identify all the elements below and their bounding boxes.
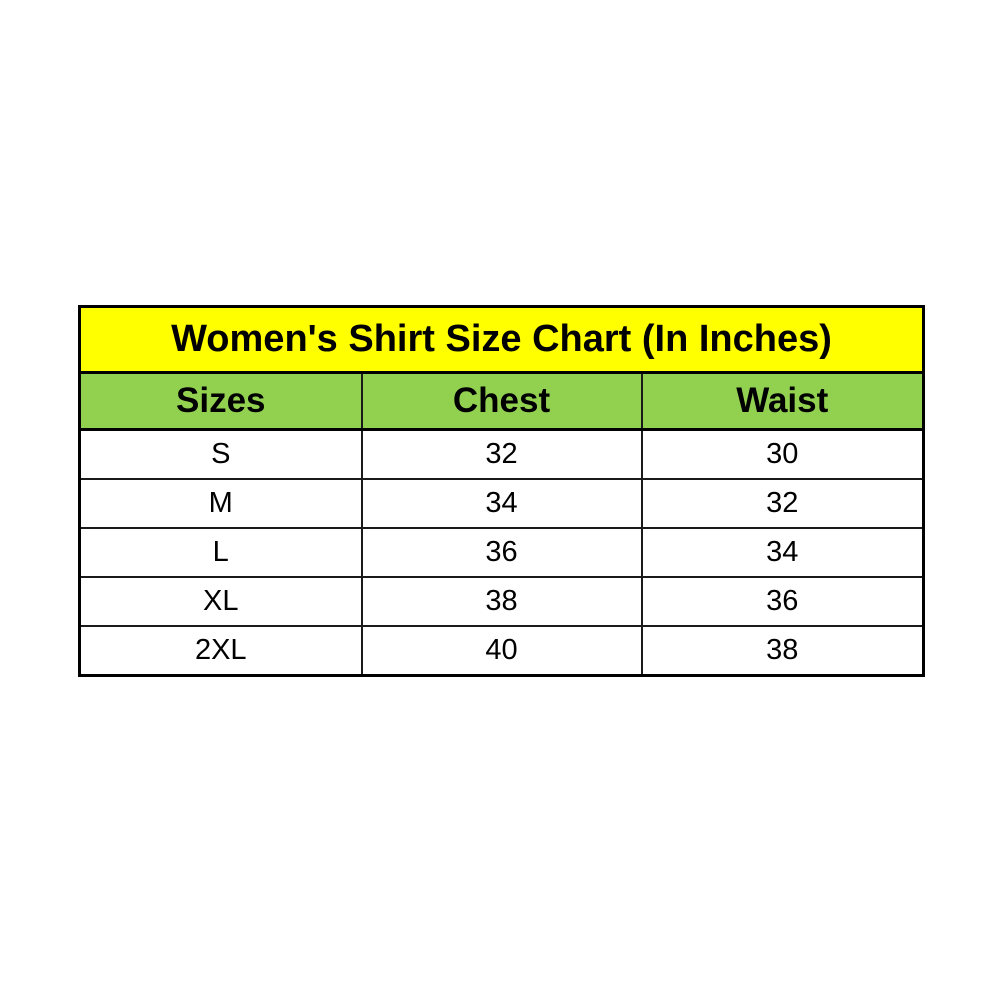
size-cell: 2XL xyxy=(78,625,363,677)
table-row: M 34 32 xyxy=(78,478,925,529)
chest-cell: 34 xyxy=(360,478,643,529)
chest-cell: 36 xyxy=(360,527,643,578)
table-title: Women's Shirt Size Chart (In Inches) xyxy=(78,305,925,374)
chest-cell: 38 xyxy=(360,576,643,627)
table-row: XL 38 36 xyxy=(78,576,925,627)
waist-cell: 30 xyxy=(640,428,925,480)
table-header-row: Sizes Chest Waist xyxy=(78,371,925,431)
column-header-chest: Chest xyxy=(360,371,643,431)
size-cell: XL xyxy=(78,576,363,627)
size-cell: L xyxy=(78,527,363,578)
waist-cell: 38 xyxy=(640,625,925,677)
table-title-row: Women's Shirt Size Chart (In Inches) xyxy=(78,305,925,374)
chest-cell: 32 xyxy=(360,428,643,480)
waist-cell: 36 xyxy=(640,576,925,627)
size-cell: M xyxy=(78,478,363,529)
column-header-waist: Waist xyxy=(640,371,925,431)
column-header-sizes: Sizes xyxy=(78,371,363,431)
chest-cell: 40 xyxy=(360,625,643,677)
size-cell: S xyxy=(78,428,363,480)
table-row: S 32 30 xyxy=(78,428,925,480)
table-row: L 36 34 xyxy=(78,527,925,578)
size-chart-table: Women's Shirt Size Chart (In Inches) Siz… xyxy=(78,305,926,677)
waist-cell: 32 xyxy=(640,478,925,529)
waist-cell: 34 xyxy=(640,527,925,578)
table-row: 2XL 40 38 xyxy=(78,625,925,677)
